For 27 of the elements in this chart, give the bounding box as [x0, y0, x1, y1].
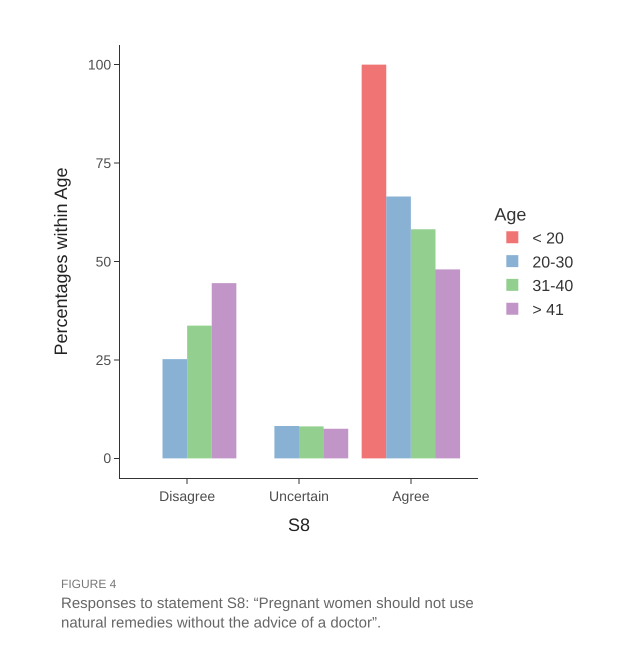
legend-label: > 41 [532, 302, 564, 319]
bar [274, 426, 299, 458]
y-axis-title: Percentages within Age [51, 167, 72, 356]
x-axis-title: S8 [288, 514, 310, 535]
bar [299, 426, 324, 458]
bar [212, 283, 236, 458]
caption: FIGURE 4 [61, 577, 117, 591]
x-tick-label: Uncertain [269, 488, 329, 504]
bar [162, 359, 188, 458]
legend-label: 20-30 [532, 254, 574, 272]
y-tick-label: 75 [96, 154, 112, 171]
y-tick-label: 25 [96, 352, 112, 368]
x-tick-label: Disagree [159, 488, 216, 504]
x-tick-label: Agree [392, 488, 430, 504]
bar [435, 269, 460, 458]
bar [362, 64, 386, 458]
y-tick-label: 100 [88, 56, 112, 73]
y-tick-label: 0 [103, 450, 112, 466]
legend-title: Age [494, 204, 526, 224]
legend-label: 31-40 [532, 278, 574, 296]
legend-label: < 20 [532, 230, 564, 248]
bar [386, 196, 411, 458]
y-tick-label: 50 [96, 253, 112, 270]
bar [410, 229, 436, 458]
bar [187, 326, 212, 458]
bar [324, 428, 348, 458]
text: Responses to statement S8: “Pregnant women should not use natural remedies without the advice of a doctor”. [61, 595, 474, 632]
